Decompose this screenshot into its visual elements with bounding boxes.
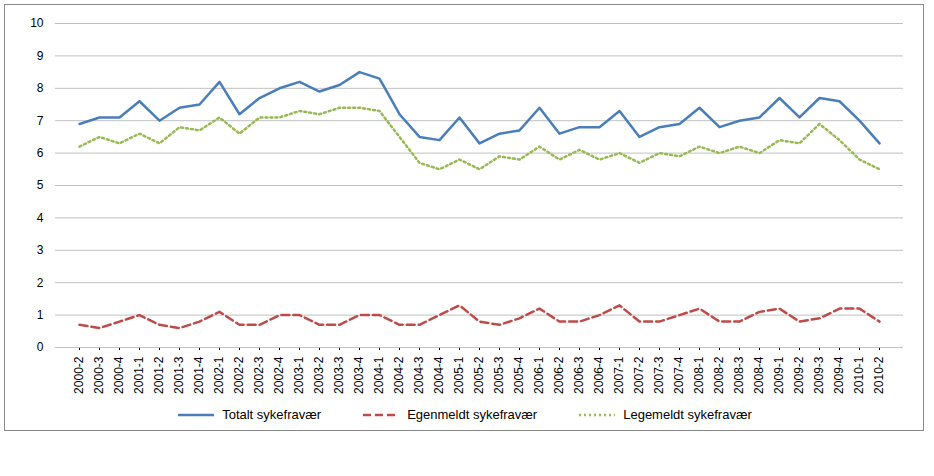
svg-text:2002-3: 2002-3 <box>252 356 266 394</box>
svg-text:2008-3: 2008-3 <box>732 356 746 394</box>
svg-text:0: 0 <box>37 340 44 354</box>
svg-text:2006-1: 2006-1 <box>532 356 546 394</box>
svg-text:2004-4: 2004-4 <box>432 356 446 394</box>
svg-text:2001-2: 2001-2 <box>152 356 166 394</box>
svg-text:2002-4: 2002-4 <box>272 356 286 394</box>
svg-text:2009-4: 2009-4 <box>832 356 846 394</box>
svg-text:10: 10 <box>30 16 44 30</box>
svg-text:9: 9 <box>37 49 44 63</box>
svg-text:2005-2: 2005-2 <box>472 356 486 394</box>
svg-text:2000-2: 2000-2 <box>72 356 86 394</box>
svg-text:2003-4: 2003-4 <box>352 356 366 394</box>
svg-text:6: 6 <box>37 146 44 160</box>
svg-text:5: 5 <box>37 178 44 192</box>
html-text:Legemeldt sykefravær: Legemeldt sykefravær <box>623 407 752 422</box>
svg-text:2006-2: 2006-2 <box>552 356 566 394</box>
svg-text:2007-2: 2007-2 <box>632 356 646 394</box>
svg-text:8: 8 <box>37 81 44 95</box>
svg-text:2005-4: 2005-4 <box>512 356 526 394</box>
svg-text:1: 1 <box>37 308 44 322</box>
svg-text:2001-3: 2001-3 <box>172 356 186 394</box>
svg-text:2000-3: 2000-3 <box>92 356 106 394</box>
svg-text:2006-3: 2006-3 <box>572 356 586 394</box>
svg-text:2003-1: 2003-1 <box>292 356 306 394</box>
svg-text:2009-2: 2009-2 <box>792 356 806 394</box>
svg-text:2005-1: 2005-1 <box>452 356 466 394</box>
svg-text:2000-4: 2000-4 <box>112 356 126 394</box>
svg-text:2010-1: 2010-1 <box>852 356 866 394</box>
svg-text:2003-3: 2003-3 <box>332 356 346 394</box>
svg-text:2003-2: 2003-2 <box>312 356 326 394</box>
svg-text:2008-4: 2008-4 <box>752 356 766 394</box>
svg-text:2007-1: 2007-1 <box>612 356 626 394</box>
svg-text:2004-1: 2004-1 <box>372 356 386 394</box>
svg-text:2006-4: 2006-4 <box>592 356 606 394</box>
svg-text:2009-1: 2009-1 <box>772 356 786 394</box>
svg-text:2001-1: 2001-1 <box>132 356 146 394</box>
svg-text:2008-2: 2008-2 <box>712 356 726 394</box>
svg-text:2: 2 <box>37 276 44 290</box>
svg-text:2007-3: 2007-3 <box>652 356 666 394</box>
svg-text:4: 4 <box>37 211 44 225</box>
svg-text:2001-4: 2001-4 <box>192 356 206 394</box>
html-text:Totalt sykefravær: Totalt sykefravær <box>222 407 322 422</box>
svg-text:2004-2: 2004-2 <box>392 356 406 394</box>
svg-text:2007-4: 2007-4 <box>672 356 686 394</box>
html-text:Egenmeldt sykefravær: Egenmeldt sykefravær <box>407 407 538 422</box>
svg-text:2002-1: 2002-1 <box>212 356 226 394</box>
svg-text:3: 3 <box>37 243 44 257</box>
svg-text:2008-1: 2008-1 <box>692 356 706 394</box>
svg-text:2010-2: 2010-2 <box>872 356 886 394</box>
svg-text:2004-3: 2004-3 <box>412 356 426 394</box>
svg-text:2002-2: 2002-2 <box>232 356 246 394</box>
svg-text:2005-3: 2005-3 <box>492 356 506 394</box>
svg-text:7: 7 <box>37 114 44 128</box>
svg-text:2009-3: 2009-3 <box>812 356 826 394</box>
